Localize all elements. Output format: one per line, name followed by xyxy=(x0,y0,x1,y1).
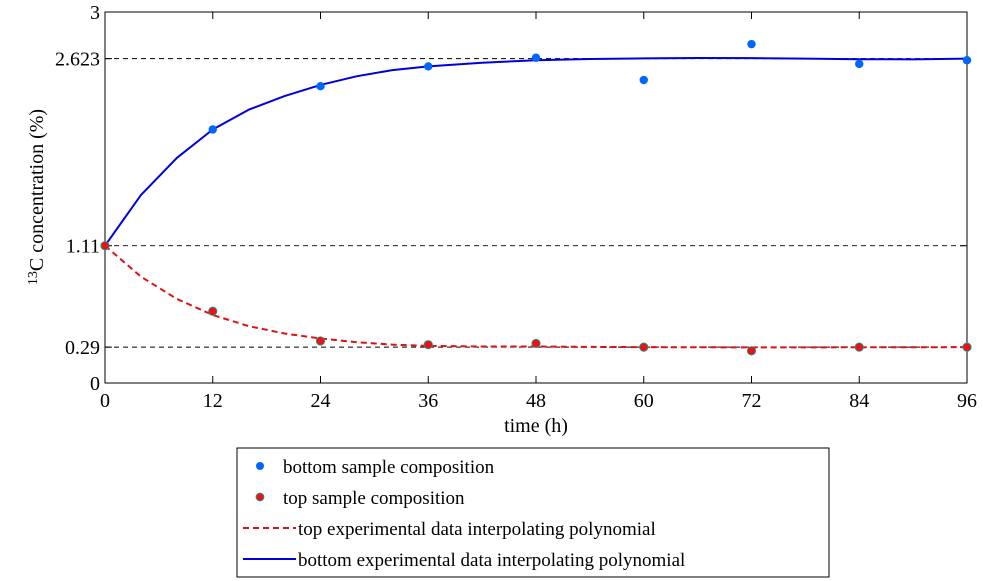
reference-lines xyxy=(105,58,967,348)
axis-ticks xyxy=(104,11,968,384)
point-series-0-4 xyxy=(531,53,541,62)
point-series-0-3 xyxy=(424,62,433,71)
x-tick-label-2: 24 xyxy=(311,390,331,412)
plot-frame xyxy=(104,11,968,384)
point-series-0-8 xyxy=(962,56,972,65)
legend: bottom sample composition top sample com… xyxy=(236,447,830,578)
x-tick-label-5: 60 xyxy=(634,390,654,412)
curve-series-3 xyxy=(104,57,968,247)
x-tick-label-6: 72 xyxy=(742,390,762,412)
point-series-1-7 xyxy=(854,342,864,352)
point-series-1-1 xyxy=(208,306,218,316)
x-tick-label-7: 84 xyxy=(849,390,869,412)
point-series-1-4 xyxy=(531,338,541,349)
y-tick-label-1: 0.29 xyxy=(65,337,100,359)
y-axis-title: 13C concentration (%) xyxy=(26,109,48,285)
point-series-1-8 xyxy=(962,342,972,352)
point-series-0-7 xyxy=(855,59,864,69)
point-series-0-6 xyxy=(747,39,756,49)
y-axis-title-text: C concentration (%) xyxy=(26,109,48,271)
point-series-1-2 xyxy=(315,336,326,346)
legend-label-top-sample: top sample composition xyxy=(283,488,465,509)
point-series-0-2 xyxy=(316,82,325,91)
x-tick-label-0: 0 xyxy=(100,390,110,412)
point-series-1-0 xyxy=(100,241,110,251)
data-points xyxy=(100,39,972,356)
point-series-0-1 xyxy=(208,125,217,134)
x-axis-title: time (h) xyxy=(504,415,568,437)
legend-box xyxy=(236,447,830,578)
legend-label-top-polynomial: top experimental data interpolating poly… xyxy=(298,519,656,540)
y-tick-label-4: 3 xyxy=(90,2,100,24)
x-tick-label-1: 12 xyxy=(203,390,223,412)
y-axis-title-superscript: 13 xyxy=(26,271,41,285)
legend-label-bottom-polynomial: bottom experimental data interpolating p… xyxy=(298,550,685,571)
y-tick-label-2: 1.11 xyxy=(66,236,100,258)
legend-marker-top-sample xyxy=(255,492,265,502)
x-tick-label-4: 48 xyxy=(526,390,546,412)
x-tick-label-8: 96 xyxy=(957,390,977,412)
point-series-1-3 xyxy=(423,340,433,350)
point-series-1-5 xyxy=(639,342,649,352)
tick-labels: 0 12 24 36 48 60 72 84 96 0 0.29 1.11 2.623 3 xyxy=(55,2,977,412)
point-series-1-6 xyxy=(746,346,757,356)
curves xyxy=(104,57,968,349)
y-tick-label-0: 0 xyxy=(90,373,100,395)
x-tick-label-3: 36 xyxy=(418,390,438,412)
legend-label-bottom-sample: bottom sample composition xyxy=(283,457,495,478)
y-tick-label-3: 2.623 xyxy=(55,49,100,71)
point-series-0-5 xyxy=(639,75,648,85)
curve-series-2 xyxy=(104,244,968,349)
legend-marker-bottom-sample xyxy=(256,462,264,470)
